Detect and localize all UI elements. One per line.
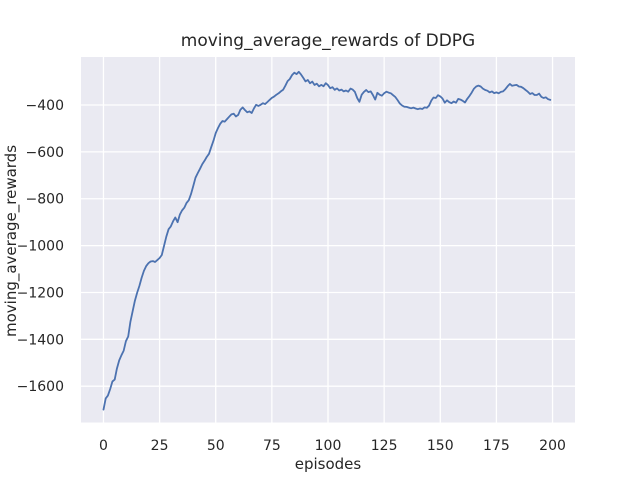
x-tick-label: 200 xyxy=(539,438,566,454)
x-axis-label: episodes xyxy=(295,455,362,473)
y-tick-label: −400 xyxy=(26,98,64,114)
x-tick-label: 25 xyxy=(151,438,169,454)
y-tick-label: −1400 xyxy=(17,332,64,348)
y-axis-label: moving_average_rewards xyxy=(2,145,21,337)
x-tick-label: 100 xyxy=(315,438,342,454)
x-tick-label: 50 xyxy=(207,438,225,454)
y-tick-label: −1200 xyxy=(17,285,64,301)
x-tick-label: 75 xyxy=(263,438,281,454)
y-tick-label: −800 xyxy=(26,192,64,208)
axes-area xyxy=(81,57,575,423)
y-tick-label: −600 xyxy=(26,145,64,161)
x-tick-label: 0 xyxy=(99,438,108,454)
y-tick-label: −1000 xyxy=(17,239,64,255)
y-tick-label: −1600 xyxy=(17,379,64,395)
x-tick-label: 175 xyxy=(483,438,510,454)
tick-labels: 0 25 50 75 100 125 150 175 200 −1600 −1400 −1200 −10… xyxy=(17,98,566,454)
data-line xyxy=(102,70,552,411)
chart-title: moving_average_rewards of DDPG xyxy=(181,31,475,51)
x-tick-label: 150 xyxy=(427,438,454,454)
x-tick-label: 125 xyxy=(371,438,398,454)
